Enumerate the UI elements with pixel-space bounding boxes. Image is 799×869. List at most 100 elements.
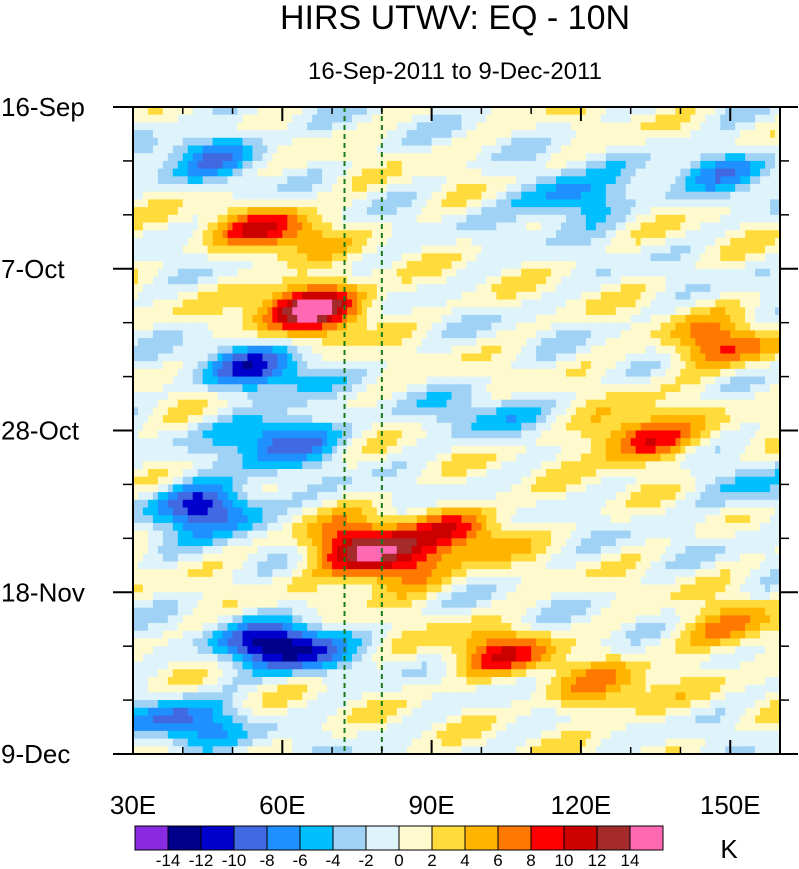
field-cell [411,368,418,378]
field-cell [172,384,179,393]
field-cell [142,307,149,316]
field-cell [660,184,667,193]
field-cell [222,268,229,278]
field-cell [426,368,433,378]
field-cell [202,299,209,308]
field-cell [655,222,662,231]
field-cell [501,268,507,278]
field-cell [700,214,706,224]
field-cell [531,338,537,347]
field-cell [137,314,144,324]
field-cell [531,160,537,170]
field-cell [685,284,692,293]
field-cell [267,299,273,308]
field-cell [610,168,617,177]
field-cell [421,153,428,162]
field-cell [317,214,323,224]
field-cell [376,399,383,408]
field-cell [685,199,692,208]
field-cell [361,184,368,193]
field-cell [575,376,582,385]
field-cell [302,168,308,177]
field-cell [625,361,632,370]
field-cell [152,376,159,385]
field-cell [620,137,627,147]
field-cell [556,299,562,308]
field-cell [750,160,756,170]
field-cell [421,191,428,201]
field-cell [317,284,323,293]
field-cell [162,184,169,193]
field-cell [411,153,418,162]
field-cell [252,130,259,139]
field-cell [506,276,512,285]
field-cell [376,261,383,270]
field-cell [177,145,184,154]
field-cell [755,345,761,355]
field-cell [356,361,363,370]
field-cell [137,214,144,224]
field-cell [640,253,647,262]
field-cell [735,214,741,224]
field-cell [227,114,234,123]
field-cell [217,268,224,278]
field-cell [660,322,667,331]
field-cell [431,160,438,170]
field-cell [650,299,657,308]
field-cell [152,322,159,331]
field-cell [133,291,139,301]
field-cell [506,338,512,347]
field-cell [491,376,497,385]
field-cell [461,114,468,123]
field-cell [292,253,298,262]
field-cell [695,384,701,393]
field-cell [645,153,652,162]
field-cell [531,176,537,185]
field-cell [471,199,478,208]
field-cell [197,160,204,170]
field-cell [247,199,254,208]
field-cell [675,284,682,293]
field-cell [142,153,149,162]
field-cell [277,176,283,185]
field-cell [765,291,771,301]
field-cell [411,114,418,123]
field-cell [401,384,408,393]
field-cell [461,199,468,208]
field-cell [142,338,149,347]
field-cell [202,276,209,285]
field-cell [431,199,438,208]
field-cell [720,222,726,231]
field-cell [670,222,677,231]
field-cell [730,199,736,208]
field-cell [546,107,552,116]
field-cell [486,199,492,208]
field-cell [366,314,373,324]
field-cell [645,176,652,185]
field-cell [506,230,512,239]
field-cell [725,191,731,201]
field-cell [580,176,587,185]
field-cell [496,230,502,239]
field-cell [625,222,632,231]
field-cell [511,368,517,378]
field-cell [541,222,547,231]
field-cell [506,291,512,301]
field-cell [182,284,189,293]
field-cell [406,391,413,401]
field-cell [570,199,577,208]
field-cell [511,184,517,193]
field-cell [516,268,522,278]
field-cell [406,176,413,185]
field-cell [760,153,766,162]
field-cell [665,160,672,170]
field-cell [695,345,701,355]
field-cell [167,153,174,162]
field-cell [287,361,293,370]
field-cell [391,130,398,139]
field-cell [735,230,741,239]
field-cell [740,107,746,116]
field-cell [600,191,607,201]
field-cell [441,245,448,254]
field-cell [162,222,169,231]
